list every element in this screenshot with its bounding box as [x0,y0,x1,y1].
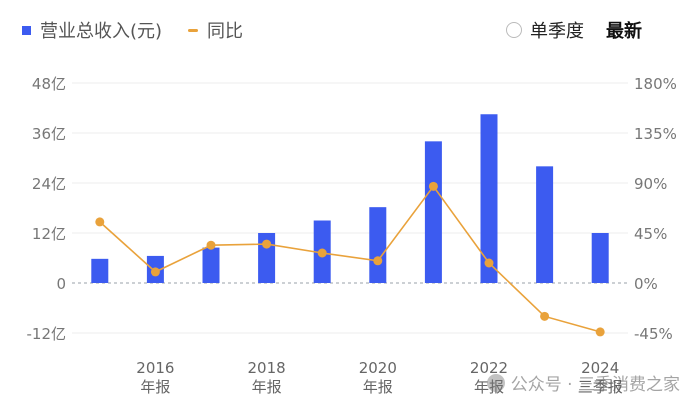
radio-icon[interactable] [506,22,522,38]
latest-button[interactable]: 最新 [606,17,642,43]
legend-label-revenue: 营业总收入(元) [40,21,163,42]
x-axis-tick-label: 年报 [140,378,170,396]
period-controls: 单季度 最新 [484,16,642,44]
right-axis-tick-label: 0% [634,275,658,293]
latest-label: 最新 [606,21,642,42]
revenue-bar [202,247,220,283]
x-axis-tick-label: 2018 [248,359,286,377]
single-quarter-toggle[interactable]: 单季度 [506,17,584,43]
x-axis-tick-label: 2016 [136,359,174,377]
x-axis-tick-label: 2020 [359,359,397,377]
yoy-point [206,240,216,250]
right-axis-tick-label: 180% [634,75,677,93]
right-axis-tick-label: 90% [634,175,667,193]
legend-item-revenue[interactable]: 营业总收入(元) [22,17,162,43]
right-axis-tick-label: 135% [634,125,677,143]
revenue-bar [480,114,498,283]
revenue-bar [536,166,554,283]
left-axis-tick-label: 48亿 [32,75,66,93]
left-axis-tick-label: 12亿 [32,225,66,243]
right-axis-tick-label: -45% [634,325,673,343]
x-axis-tick-label: 年报 [252,378,282,396]
yoy-point [373,256,383,266]
legend-label-yoy: 同比 [207,21,244,42]
left-axis-tick-label: 0 [56,275,66,293]
revenue-bar [91,258,109,283]
x-axis-tick-label: 2024 [581,359,619,377]
revenue-bar [369,207,387,283]
left-axis-tick-label: 36亿 [32,125,66,143]
single-quarter-label: 单季度 [530,21,584,42]
yoy-point [540,311,550,321]
yoy-point [262,239,272,249]
yoy-point [428,181,438,191]
revenue-bar [424,141,442,283]
yoy-point [595,327,605,337]
legend-item-yoy[interactable]: 同比 [188,17,243,43]
yoy-point [484,258,494,268]
left-axis-tick-label: 24亿 [32,175,66,193]
yoy-point [317,248,327,258]
chart-legend: 营业总收入(元) 同比 [22,16,269,44]
left-axis-tick-label: -12亿 [27,325,67,343]
yoy-point [95,217,105,227]
x-axis-tick-label: 年报 [363,378,393,396]
line-swatch-icon [188,28,199,32]
revenue-bar [591,233,609,283]
watermark-text: 公众号 · 三季消费之家 [510,375,680,395]
yoy-point [150,267,160,277]
wechat-icon [486,373,505,392]
watermark: 公众号 · 三季消费之家 [486,370,680,395]
bar-swatch-icon [22,25,31,35]
x-axis-tick-label: 年报 [474,378,504,396]
x-axis-tick-label: 三季报 [578,378,623,396]
right-axis-tick-label: 45% [634,225,667,243]
x-axis-tick-label: 2022 [470,359,508,377]
yoy-line [99,184,601,333]
